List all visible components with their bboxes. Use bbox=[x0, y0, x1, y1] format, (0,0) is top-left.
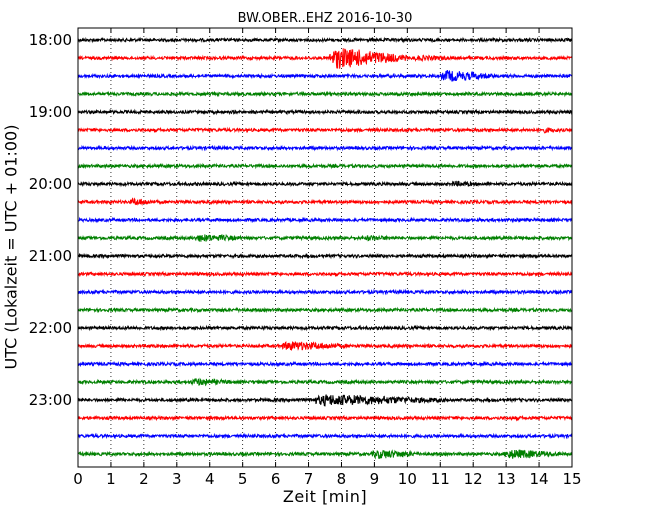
trace-2315 bbox=[77, 414, 573, 422]
x-tick-label: 8 bbox=[336, 470, 347, 488]
plot-frame bbox=[77, 27, 573, 468]
trace-1845 bbox=[77, 90, 573, 98]
trace-1830 bbox=[77, 69, 573, 82]
x-tick-label: 1 bbox=[106, 470, 116, 488]
trace-1800 bbox=[77, 36, 573, 44]
y-tick-label: 20:00 bbox=[28, 175, 72, 193]
x-tick-label: 9 bbox=[369, 470, 380, 488]
trace-2115 bbox=[77, 270, 573, 278]
chart-title: BW.OBER..EHZ 2016-10-30 bbox=[237, 11, 413, 26]
trace-2130 bbox=[77, 288, 573, 296]
x-tick-label: 15 bbox=[562, 470, 582, 488]
x-tick-label: 5 bbox=[237, 470, 248, 488]
trace-1900 bbox=[77, 108, 573, 116]
trace-1815 bbox=[77, 48, 573, 69]
trace-2200 bbox=[77, 324, 573, 332]
trace-2100 bbox=[77, 252, 573, 260]
trace-1915 bbox=[77, 126, 573, 134]
trace-2330 bbox=[77, 432, 573, 440]
y-tick-label: 23:00 bbox=[28, 391, 72, 409]
y-tick-label: 18:00 bbox=[28, 31, 72, 49]
trace-2145 bbox=[77, 306, 573, 314]
x-axis-label: Zeit [min] bbox=[282, 487, 368, 506]
trace-2300 bbox=[77, 394, 573, 407]
trace-2030 bbox=[77, 216, 573, 224]
x-tick-label: 4 bbox=[204, 470, 215, 488]
trace-1945 bbox=[77, 162, 573, 170]
trace-2000 bbox=[77, 180, 573, 188]
trace-2345 bbox=[77, 449, 573, 460]
x-tick-label: 6 bbox=[270, 470, 281, 488]
plot-background bbox=[78, 28, 572, 467]
x-tick-label: 11 bbox=[430, 470, 450, 488]
trace-2230 bbox=[77, 360, 573, 368]
x-tick-label: 14 bbox=[529, 470, 549, 488]
trace-2045 bbox=[77, 233, 573, 242]
x-tick-label: 10 bbox=[397, 470, 417, 488]
x-tick-label: 0 bbox=[73, 470, 83, 488]
y-tick-label: 22:00 bbox=[28, 319, 72, 337]
x-tick-label: 12 bbox=[463, 470, 483, 488]
x-tick-label: 13 bbox=[496, 470, 516, 488]
trace-2015 bbox=[77, 197, 573, 207]
x-tick-label: 3 bbox=[172, 470, 182, 488]
y-tick-label: 19:00 bbox=[28, 103, 72, 121]
trace-1930 bbox=[77, 144, 573, 152]
y-tick-label: 21:00 bbox=[28, 247, 72, 265]
trace-2215 bbox=[77, 341, 573, 351]
x-tick-label: 2 bbox=[139, 470, 149, 488]
trace-2245 bbox=[77, 377, 573, 387]
x-tick-label: 7 bbox=[303, 470, 314, 488]
